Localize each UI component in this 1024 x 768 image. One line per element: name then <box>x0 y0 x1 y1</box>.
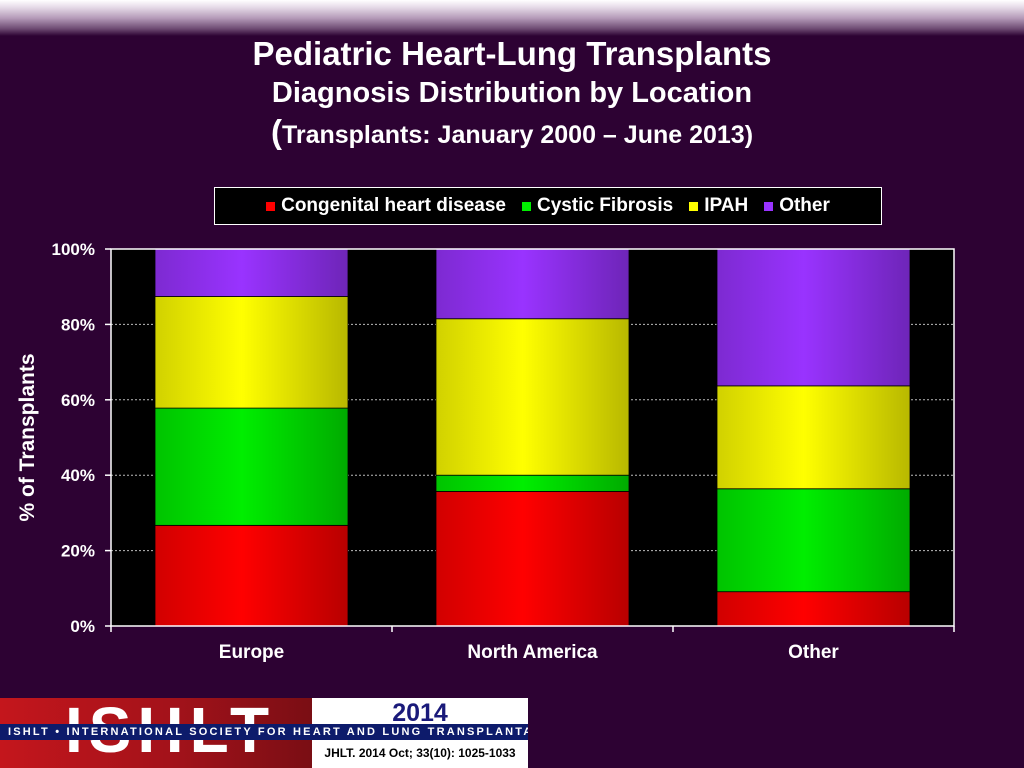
chart-subtitle: Diagnosis Distribution by Location <box>271 77 753 109</box>
bar-segment <box>154 407 349 526</box>
bar-segment <box>435 318 630 476</box>
bar-segment <box>435 474 630 492</box>
bar-segment <box>154 524 349 627</box>
legend-label-other: Other <box>779 195 830 216</box>
bar-segment <box>716 248 911 387</box>
stacked-bar-chart: 0% 20% 40% 60% 80% 100% Europe North America Oth… <box>16 240 955 663</box>
bar-segment <box>716 591 911 627</box>
legend-swatch-congenital <box>266 201 276 211</box>
footer-year: 2014 <box>392 699 448 727</box>
legend-swatch-ipah <box>689 201 699 211</box>
chart-legend: Congenital heart disease Cystic Fibrosis… <box>214 187 882 225</box>
legend-swatch-cystic-fibrosis <box>522 201 531 211</box>
y-tick-label: 0% <box>70 617 95 636</box>
chart-title: Pediatric Heart-Lung Transplants <box>252 35 772 72</box>
legend-label-ipah: IPAH <box>704 195 749 216</box>
y-axis-label: % of Transplants <box>16 353 39 521</box>
bar-segment <box>154 296 349 409</box>
legend-swatch-other <box>764 201 774 211</box>
bar-segment <box>716 385 911 490</box>
x-category-label: Europe <box>219 642 284 663</box>
y-tick-label: 20% <box>61 542 95 561</box>
legend-label-congenital: Congenital heart disease <box>281 195 506 216</box>
y-tick-label: 60% <box>61 391 95 410</box>
x-category-label: North America <box>467 642 598 663</box>
legend-item-ipah: IPAH <box>689 195 748 217</box>
legend-item-cystic-fibrosis: Cystic Fibrosis <box>522 195 673 217</box>
bar-segment <box>435 248 630 320</box>
top-gradient-band <box>0 0 1024 36</box>
y-tick-label: 80% <box>61 315 95 334</box>
date-range-open-paren: ( <box>270 113 282 150</box>
legend-item-other: Other <box>764 195 830 217</box>
chart-date-range: (Transplants: January 2000 – June 2013) <box>0 112 1024 155</box>
y-tick-label: 40% <box>61 466 95 485</box>
society-name-strip: ISHLT • INTERNATIONAL SOCIETY FOR HEART … <box>0 724 528 740</box>
bar-segment <box>716 488 911 593</box>
legend-label-cystic-fibrosis: Cystic Fibrosis <box>537 195 674 216</box>
bar-segment <box>435 491 630 627</box>
title-block: Pediatric Heart-Lung Transplants Diagnos… <box>0 34 1024 155</box>
y-tick-label: 100% <box>52 240 95 259</box>
footer-citation: JHLT. 2014 Oct; 33(10): 1025-1033 <box>324 746 516 760</box>
date-range-text: Transplants: January 2000 – June 2013) <box>281 121 754 149</box>
plot-border <box>110 248 955 627</box>
bar-segment <box>154 248 349 297</box>
x-category-label: Other <box>788 642 839 663</box>
legend-item-congenital: Congenital heart disease <box>266 195 506 217</box>
